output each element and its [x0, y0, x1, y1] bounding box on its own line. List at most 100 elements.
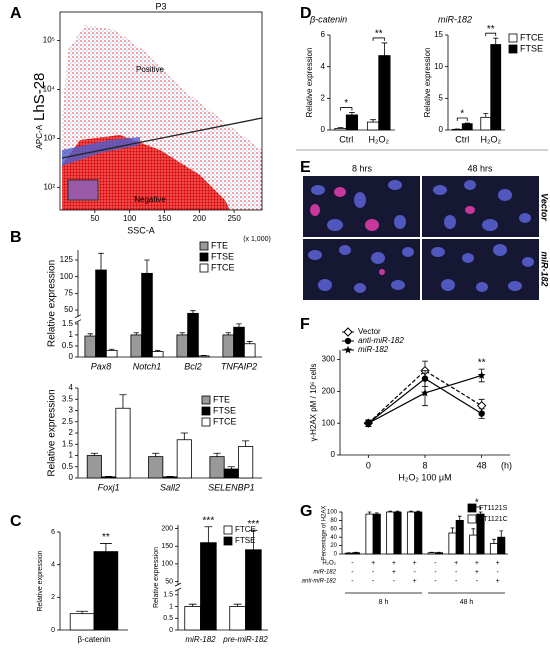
bar — [238, 446, 254, 479]
treatment-sign: + — [413, 560, 417, 567]
y-tick-label: 0 — [334, 552, 338, 558]
bar — [434, 552, 444, 555]
dense-events — [62, 135, 230, 210]
bar — [469, 534, 478, 555]
legend-swatch — [467, 514, 477, 524]
significance-bracket — [485, 32, 497, 37]
y-tick-label: 4 — [51, 562, 55, 569]
x-tick-label: pre-miR-182 — [222, 635, 268, 644]
blue-events — [62, 137, 140, 166]
legend-swatch — [199, 263, 209, 273]
bar — [148, 456, 164, 479]
bar — [351, 552, 361, 555]
y-tick-label: 3.5 — [62, 394, 74, 403]
bar — [93, 551, 119, 631]
legend-label: FTSE — [235, 536, 255, 545]
significance-bracket — [456, 117, 468, 122]
error-bar — [337, 127, 344, 129]
error-bar — [190, 310, 196, 314]
plot-frame — [59, 11, 263, 211]
error-bar — [133, 332, 139, 335]
y-tick-label: 2 — [321, 93, 326, 102]
x-tick-label: H₂O₂ — [481, 134, 502, 144]
legend-label: FTSE — [213, 405, 236, 415]
bar — [386, 511, 395, 555]
legend-label: Vector — [358, 327, 381, 336]
chart-title: miR-182 — [438, 14, 472, 24]
x-tick-label: Ctrl — [339, 134, 353, 144]
y-axis-label: Relative expression — [37, 550, 44, 611]
y-axis-label: γ-H2AX pM / 10⁶ cells — [309, 364, 318, 442]
significance: ** — [478, 358, 486, 369]
microscopy — [303, 176, 539, 300]
x-axis-unit: (x 1,000) — [243, 236, 271, 243]
bar — [176, 439, 192, 479]
legend-swatch — [508, 44, 518, 54]
y-tick-label: 1 — [169, 603, 173, 610]
panel-label: F — [300, 316, 310, 333]
y-tick-label: 2.5 — [62, 417, 74, 426]
treatment-sign: + — [392, 569, 396, 576]
y-tick-label: 60 — [330, 526, 337, 532]
bar — [345, 114, 359, 131]
y-tick-label: 10 — [434, 62, 443, 71]
x-tick-label: TNFAIP2 — [221, 361, 257, 371]
y-axis-label-part: APC-A — [35, 124, 44, 149]
bar — [229, 606, 246, 631]
bar — [366, 121, 380, 131]
x-tick-label: Notch1 — [133, 361, 162, 371]
y-tick-label: 2 — [51, 594, 55, 601]
treatment-sign: - — [434, 560, 437, 567]
bar — [245, 549, 262, 631]
bar — [334, 128, 347, 131]
y-axis-label: Relative expression — [305, 48, 314, 118]
bar — [222, 334, 235, 358]
bar — [365, 513, 374, 555]
treatment-sign: + — [496, 560, 500, 567]
marker — [478, 410, 485, 417]
error-bar — [492, 538, 496, 544]
significance-bracket — [372, 37, 385, 41]
x-tick-label: miR-182 — [185, 635, 216, 644]
panel-label: D — [300, 5, 312, 22]
error-bar — [370, 119, 376, 123]
marker — [477, 371, 486, 379]
y-axis-label-part: LhS-28 — [31, 73, 48, 121]
error-bar — [349, 112, 355, 115]
treatment-sign: + — [496, 578, 500, 585]
x-tick-label: Bcl2 — [184, 361, 202, 371]
y-tick-label: 15 — [434, 30, 443, 39]
significance: * — [475, 498, 479, 509]
treatment-sign: + — [392, 560, 396, 567]
bar — [223, 468, 239, 479]
nuclei — [308, 180, 534, 293]
treatment-label: anti-miR-182 — [302, 579, 337, 585]
y-tick-label: 0.5 — [62, 462, 74, 471]
region-label: Positive — [136, 65, 165, 74]
y-tick-label: 100 — [161, 561, 173, 568]
bar — [187, 312, 199, 358]
y-tick-label: 3 — [69, 406, 74, 415]
marker — [364, 419, 373, 427]
y-tick-label: 4 — [321, 62, 326, 71]
y-tick-label: 125 — [60, 255, 74, 264]
row-label: Vector — [540, 193, 550, 221]
treatment-sign: - — [455, 578, 458, 585]
bar — [101, 476, 117, 479]
bar — [406, 511, 416, 555]
y-tick-label: 100 — [60, 272, 74, 281]
y-tick-label: 80 — [330, 518, 337, 524]
treatment-sign: + — [371, 560, 375, 567]
panel-label: A — [10, 5, 22, 22]
panel-label: G — [300, 503, 312, 520]
x-tick-label: Pax8 — [91, 361, 112, 371]
legend-label: miR-182 — [358, 345, 389, 354]
legend-label: FTCE — [211, 262, 235, 272]
significance: ** — [487, 24, 495, 35]
y-tick-label: 50 — [64, 305, 73, 314]
y-tick-label: 40 — [330, 535, 337, 541]
y-tick-label: 5 — [439, 93, 444, 102]
error-bar — [179, 332, 185, 335]
legend-marker — [344, 345, 352, 354]
x-tick-label: 250 — [227, 214, 241, 223]
